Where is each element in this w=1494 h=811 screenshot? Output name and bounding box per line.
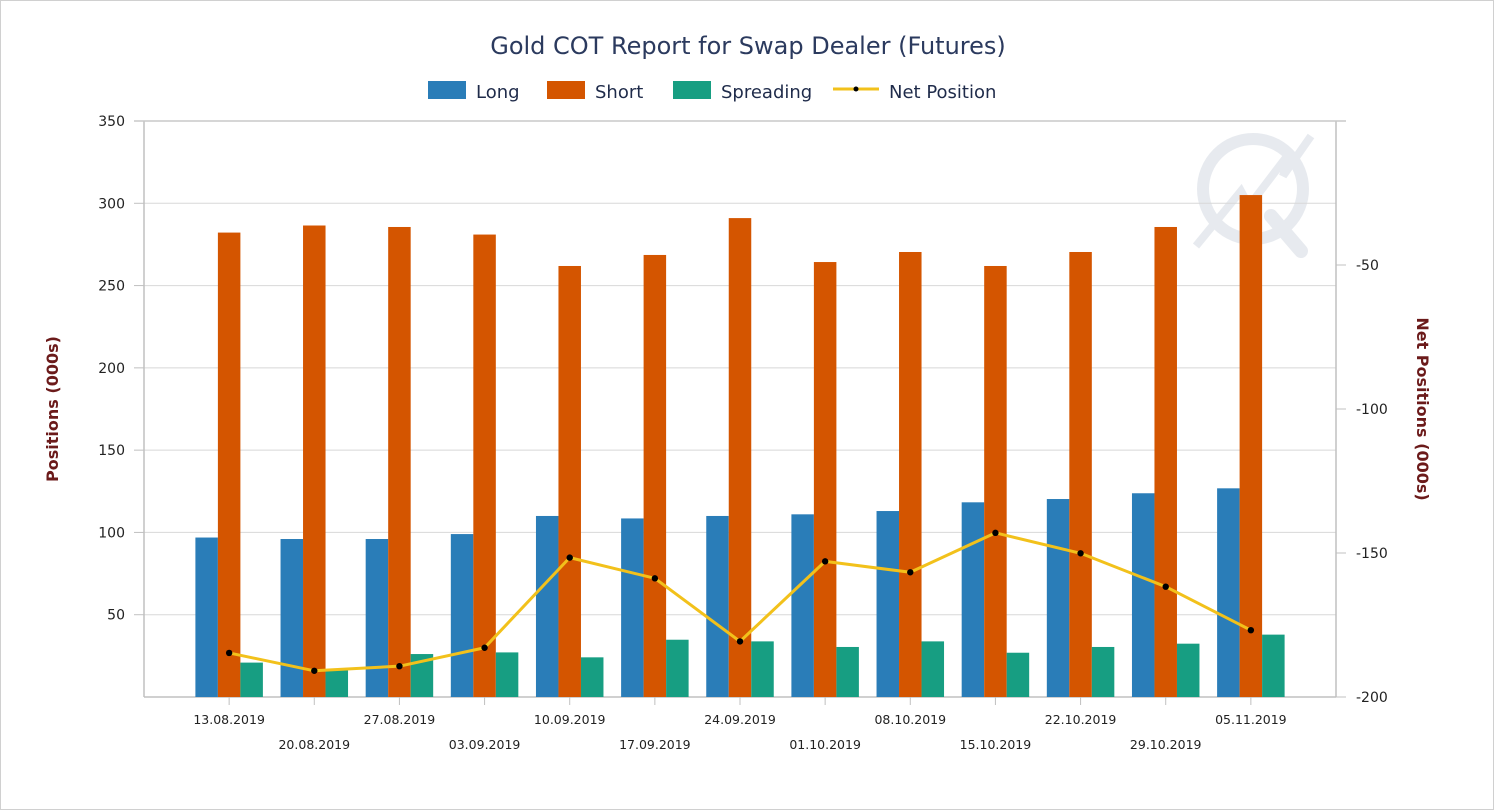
y-tick-label-left: 300 bbox=[98, 196, 125, 212]
y-tick-label-left: 250 bbox=[98, 279, 125, 295]
y-tick-label-right: -50 bbox=[1356, 258, 1379, 274]
bar-short bbox=[473, 234, 496, 697]
y-tick-label-left: 350 bbox=[98, 114, 125, 130]
bar-spreading bbox=[751, 641, 774, 697]
bar-short bbox=[813, 262, 837, 697]
net-position-point bbox=[736, 638, 744, 645]
legend-swatch bbox=[547, 81, 585, 99]
x-tick-label: 03.09.2019 bbox=[449, 737, 521, 752]
y-tick-label-left: 100 bbox=[98, 525, 125, 541]
y-axis-title-right: Net Positions (000s) bbox=[1413, 317, 1432, 500]
net-position-point bbox=[992, 529, 999, 537]
x-axis-labels: 13.08.2019 20.08.2019 27.08.2019 03.09.2019… bbox=[193, 712, 1286, 752]
bar-short bbox=[899, 251, 922, 698]
bar-spreading bbox=[410, 654, 434, 697]
bar-long bbox=[280, 539, 304, 697]
net-position-point bbox=[311, 667, 318, 674]
x-tick-label: 08.10.2019 bbox=[874, 712, 946, 727]
bar-short bbox=[984, 265, 1007, 697]
legend-label: Long bbox=[476, 82, 520, 103]
bar-spreading bbox=[921, 641, 945, 697]
y-tick-label-right: -150 bbox=[1356, 546, 1388, 562]
bar-spreading bbox=[836, 646, 859, 697]
bar-short bbox=[1239, 195, 1263, 698]
net-position-point bbox=[1077, 550, 1084, 557]
net-position-point bbox=[907, 569, 914, 576]
legend-item-spreading: Spreading bbox=[673, 81, 812, 103]
bar-spreading bbox=[1262, 634, 1285, 697]
bar-long bbox=[1217, 488, 1240, 697]
x-tick-label: 05.11.2019 bbox=[1215, 712, 1287, 727]
legend-swatch bbox=[673, 81, 711, 99]
bar-short bbox=[1154, 226, 1177, 697]
x-tick-label: 15.10.2019 bbox=[960, 737, 1032, 752]
chart-title: Gold COT Report for Swap Dealer (Futures… bbox=[490, 32, 1006, 60]
bar-spreading bbox=[495, 652, 519, 697]
x-tick-label: 22.10.2019 bbox=[1045, 712, 1117, 727]
x-tick-label: 24.09.2019 bbox=[704, 712, 776, 727]
bar-long bbox=[1046, 499, 1070, 697]
bar-spreading bbox=[1006, 652, 1030, 697]
bar-spreading bbox=[240, 662, 263, 697]
net-position-point bbox=[481, 644, 488, 651]
bar-short bbox=[558, 265, 581, 697]
bar-short bbox=[728, 218, 752, 697]
bar-long bbox=[791, 514, 814, 697]
bar-short bbox=[388, 226, 411, 697]
y-tick-label-right: -100 bbox=[1356, 402, 1388, 418]
bar-spreading bbox=[580, 657, 604, 697]
y-tick-label-left: 150 bbox=[98, 443, 125, 459]
legend-marker bbox=[853, 86, 859, 92]
x-tick-label: 10.09.2019 bbox=[534, 712, 606, 727]
net-position-point bbox=[1247, 626, 1255, 634]
x-tick-label: 27.08.2019 bbox=[364, 712, 436, 727]
bar-long bbox=[621, 518, 644, 697]
bar-long bbox=[876, 511, 900, 697]
bar-long bbox=[195, 537, 218, 697]
bar-short bbox=[643, 254, 667, 698]
legend-label: Short bbox=[595, 82, 643, 103]
legend-label: Net Position bbox=[889, 82, 996, 103]
x-tick-label: 13.08.2019 bbox=[193, 712, 265, 727]
x-tick-label: 17.09.2019 bbox=[619, 737, 691, 752]
y-tick-label-left: 200 bbox=[98, 361, 125, 377]
y-axis-title-left: Positions (000s) bbox=[43, 336, 62, 482]
net-position-point bbox=[225, 649, 233, 657]
x-tick-label: 20.08.2019 bbox=[278, 737, 350, 752]
bar-long bbox=[706, 515, 729, 697]
legend-item-short: Short bbox=[547, 81, 643, 103]
y-tick-label-left: 50 bbox=[107, 608, 125, 624]
bar-long bbox=[450, 534, 474, 697]
y-tick-label-right: -200 bbox=[1356, 690, 1388, 706]
bar-short bbox=[1069, 251, 1092, 698]
legend-item-net-position: Net Position bbox=[833, 82, 996, 103]
bar-long bbox=[535, 515, 559, 697]
bar-long bbox=[961, 502, 985, 697]
bars bbox=[195, 195, 1285, 698]
legend: Long Short Spreading Net Position bbox=[428, 81, 996, 103]
axes: 50 100 150 200 250 300 350 -50 -100 -150 -200 bbox=[98, 114, 1388, 706]
x-tick-label: 29.10.2019 bbox=[1130, 737, 1202, 752]
legend-swatch bbox=[428, 81, 466, 99]
net-position-point bbox=[566, 554, 573, 561]
bar-long bbox=[365, 539, 389, 697]
bar-spreading bbox=[666, 639, 689, 697]
net-position-point bbox=[821, 558, 829, 565]
bar-long bbox=[1131, 493, 1155, 697]
legend-item-long: Long bbox=[428, 81, 520, 103]
bar-spreading bbox=[1176, 643, 1200, 697]
net-position-point bbox=[1162, 583, 1169, 590]
bar-spreading bbox=[1091, 646, 1115, 697]
net-position-point bbox=[651, 575, 659, 582]
x-tick-label: 01.10.2019 bbox=[789, 737, 861, 752]
legend-label: Spreading bbox=[721, 82, 812, 103]
bar-short bbox=[217, 232, 241, 698]
bar-spreading bbox=[325, 670, 349, 697]
bar-short bbox=[303, 225, 326, 697]
net-position-point bbox=[396, 662, 403, 670]
net-position-line bbox=[225, 529, 1255, 674]
